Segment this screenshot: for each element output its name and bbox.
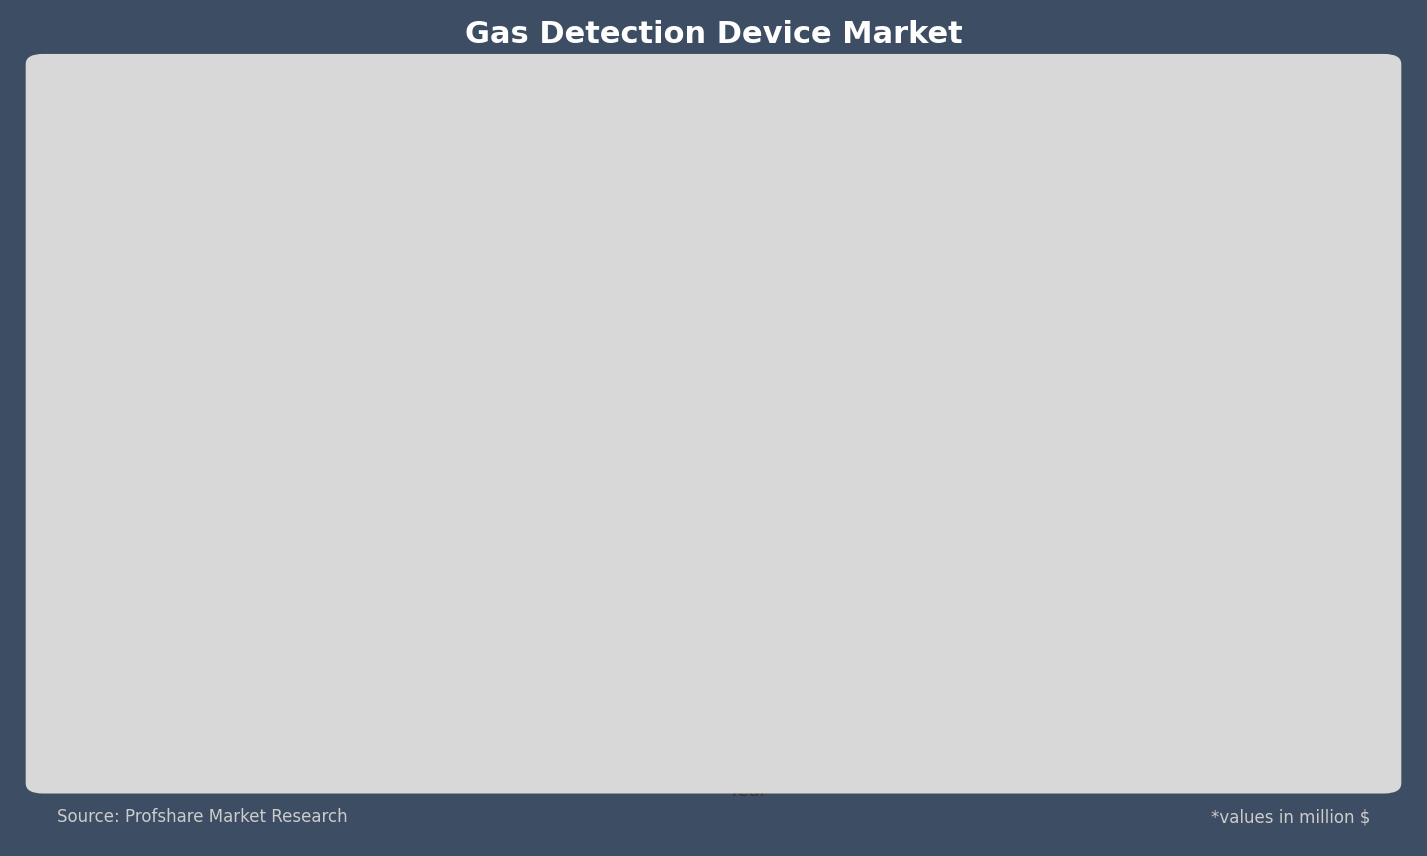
Bar xyxy=(705,328,793,753)
Text: Gas Detection Device Market: Gas Detection Device Market xyxy=(465,20,962,49)
Bar xyxy=(1230,262,1317,753)
Legend: Revenue: Revenue xyxy=(137,163,281,195)
Y-axis label: Revenue: Revenue xyxy=(66,414,84,493)
Bar xyxy=(355,364,444,753)
Bar xyxy=(1055,286,1143,753)
Text: Source: Profshare Market Research: Source: Profshare Market Research xyxy=(57,808,348,827)
FancyBboxPatch shape xyxy=(23,69,458,121)
Bar xyxy=(880,304,968,753)
Text: Global Market Revenue: Global Market Revenue xyxy=(59,80,424,108)
Bar xyxy=(181,388,268,753)
Bar xyxy=(531,343,618,753)
Text: Forecast Values ( Revenue): Forecast Values ( Revenue) xyxy=(1133,85,1377,103)
Text: *values in million $: *values in million $ xyxy=(1210,808,1370,827)
X-axis label: Year: Year xyxy=(731,782,768,800)
